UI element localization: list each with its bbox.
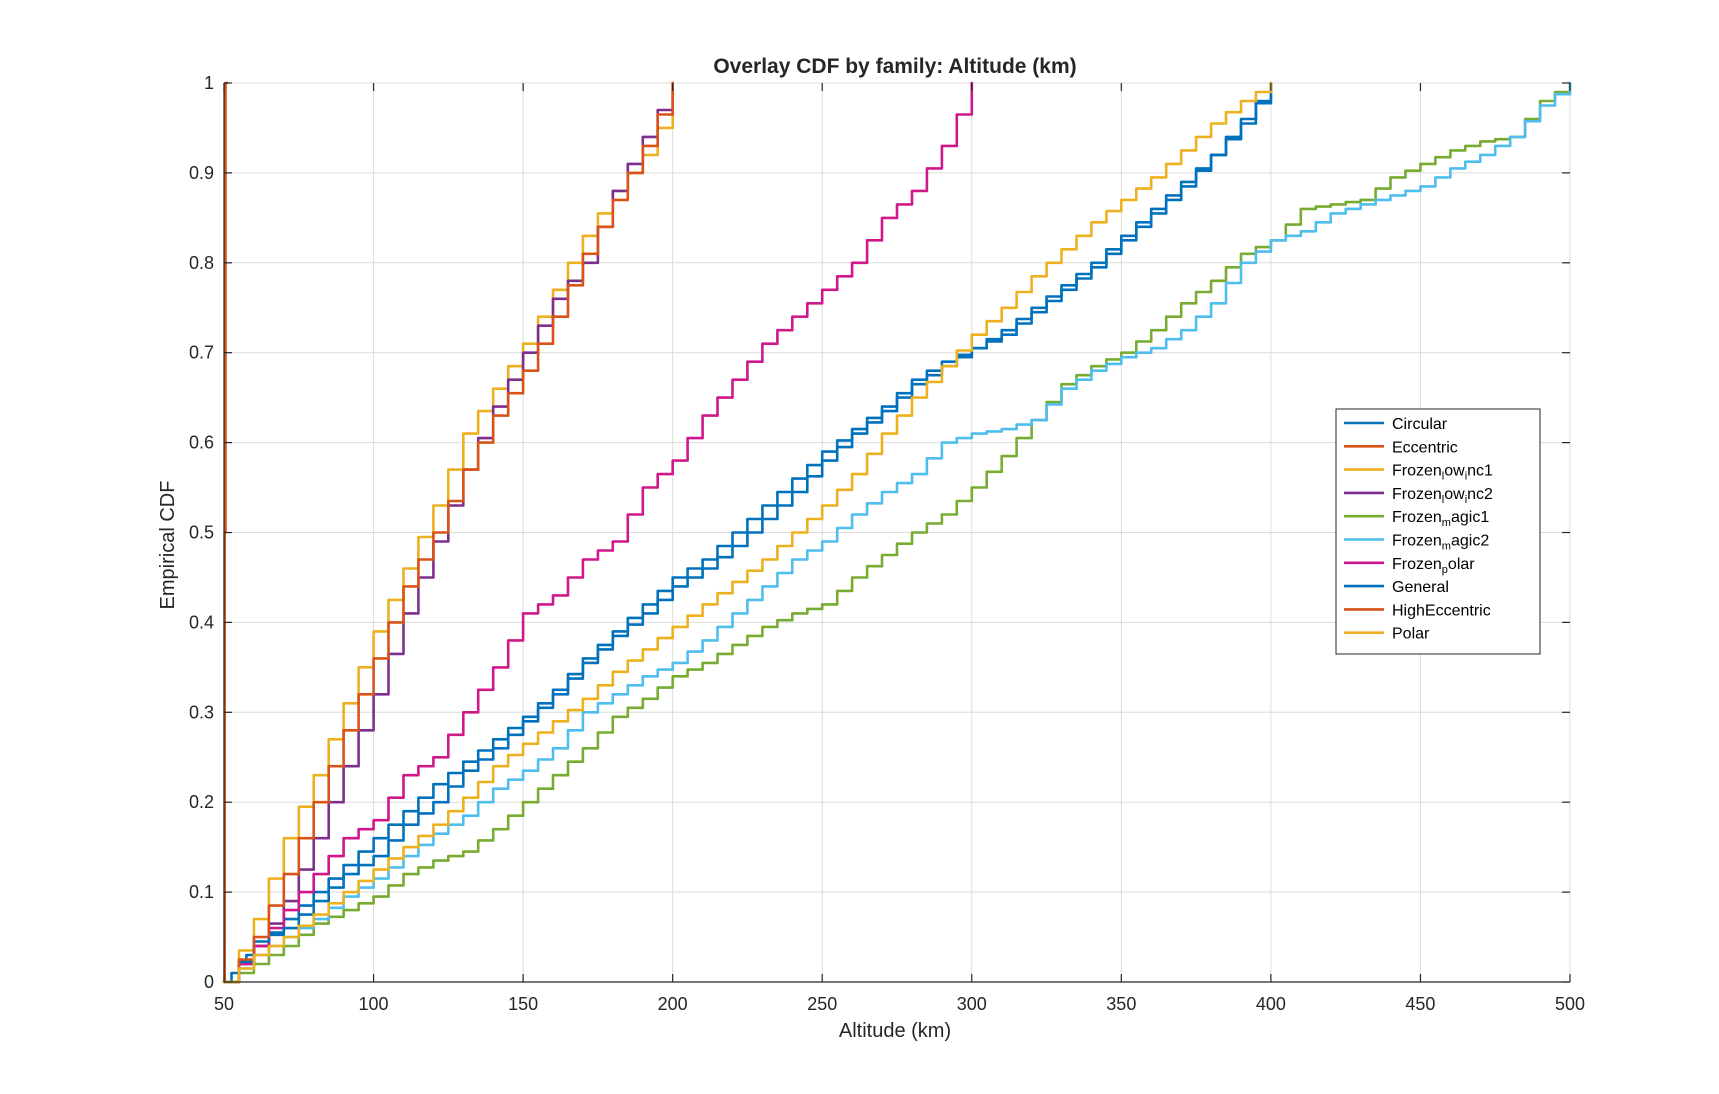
legend: CircularEccentricFrozenlowinc1Frozenlowi…	[1336, 409, 1540, 654]
x-tick-label: 150	[508, 994, 538, 1014]
legend-label: Circular	[1392, 416, 1448, 433]
legend-label: Eccentric	[1392, 439, 1458, 456]
y-axis-label: Empirical CDF	[157, 481, 179, 610]
x-tick-label: 300	[957, 994, 987, 1014]
x-tick-label: 400	[1256, 994, 1286, 1014]
y-tick-label: 0.4	[189, 612, 214, 632]
x-tick-label: 350	[1106, 994, 1136, 1014]
y-tick-label: 0	[204, 972, 214, 992]
x-tick-label: 200	[658, 994, 688, 1014]
y-tick-label: 0.8	[189, 253, 214, 273]
y-tick-label: 0.6	[189, 433, 214, 453]
legend-label: HighEccentric	[1392, 602, 1491, 619]
legend-label: Frozenmagic1	[1392, 509, 1489, 529]
legend-label: General	[1392, 579, 1449, 596]
x-tick-label: 50	[214, 994, 234, 1014]
x-tick-label: 100	[359, 994, 389, 1014]
x-axis-label: Altitude (km)	[839, 1020, 951, 1042]
y-tick-label: 0.9	[189, 163, 214, 183]
x-tick-label: 450	[1405, 994, 1435, 1014]
chart-title: Overlay CDF by family: Altitude (km)	[713, 55, 1076, 78]
y-tick-label: 1	[204, 73, 214, 93]
y-tick-label: 0.2	[189, 792, 214, 812]
x-tick-label: 250	[807, 994, 837, 1014]
legend-label: Polar	[1392, 626, 1430, 643]
y-tick-label: 0.3	[189, 702, 214, 722]
legend-label: Frozenpolar	[1392, 556, 1475, 576]
y-tick-label: 0.1	[189, 882, 214, 902]
y-tick-label: 0.5	[189, 523, 214, 543]
x-tick-label: 500	[1555, 994, 1585, 1014]
y-tick-label: 0.7	[189, 343, 214, 363]
